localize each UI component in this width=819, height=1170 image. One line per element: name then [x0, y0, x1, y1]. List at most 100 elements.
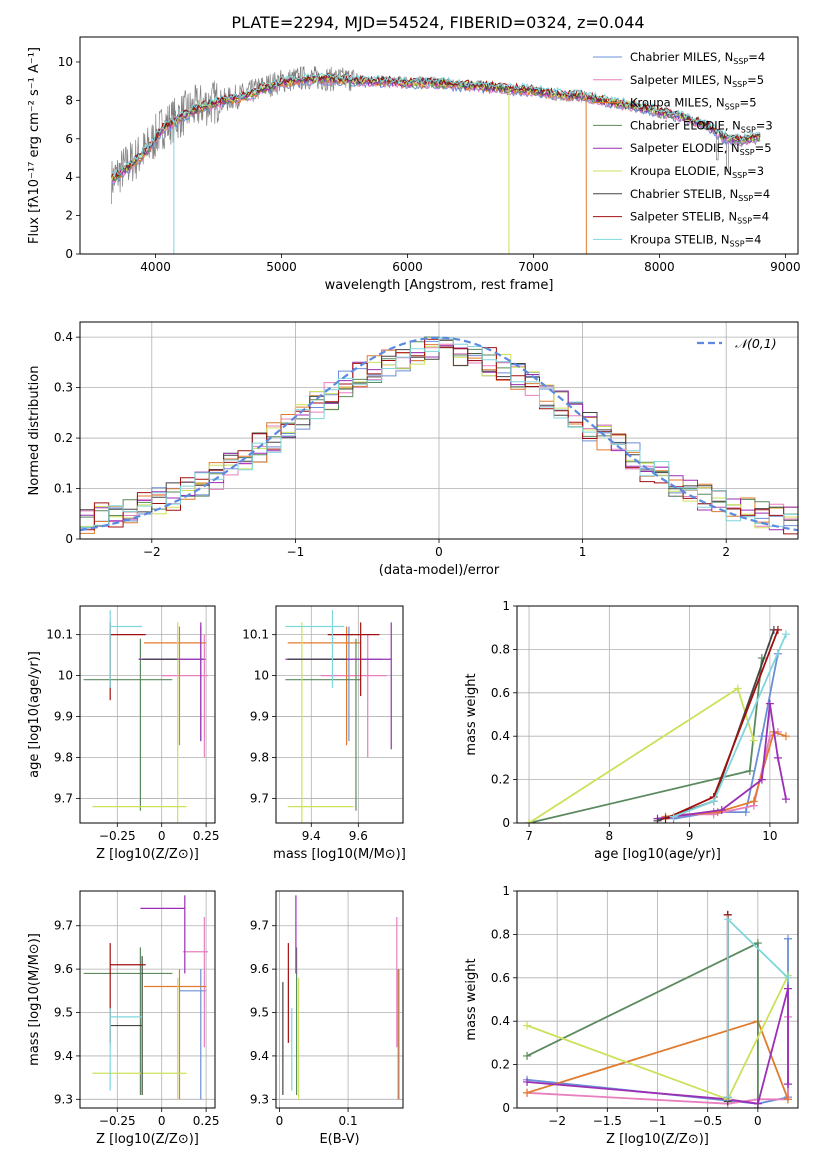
panel-mass-vs-Z: −0.25 0 0.25 9.3 9.4 9.5 9.6 9.7 Z [log10(Z/Z⊙)]…: [27, 891, 219, 1147]
spectrum-lines: [111, 66, 761, 254]
y-tick-label: 1: [502, 884, 510, 898]
x-axis-label: Z [log10(Z/Z⊙)]: [96, 847, 199, 862]
y-tick-label: 2: [65, 209, 73, 223]
weight-marker: [783, 973, 792, 982]
y-tick-label: 6: [65, 132, 73, 146]
legend-series-name: Kroupa ELODIE: [630, 164, 716, 178]
y-tick-label: 0.2: [491, 1058, 510, 1072]
weight-marker: [773, 625, 782, 634]
weight-marker: [733, 684, 742, 693]
x-tick-label: −1.5: [593, 1114, 622, 1128]
weight-marker: [723, 1093, 732, 1102]
legend-series-name: Kroupa MILES: [630, 96, 709, 110]
legend-series-name: Chabrier STELIB: [630, 187, 722, 201]
weight-marker: [745, 766, 754, 775]
x-tick-label: 9000: [770, 260, 801, 274]
legend-nssp: 5: [757, 73, 764, 87]
y-tick-label: 0.2: [54, 431, 73, 445]
weight-marker: [661, 814, 670, 823]
y-tick-label: 9.7: [250, 791, 269, 805]
legend-eq: =: [745, 232, 755, 246]
x-tick-label: 0.25: [193, 1114, 220, 1128]
legend-label: Chabrier ELODIE, NSSP=3: [630, 118, 773, 134]
weight-marker: [753, 1099, 762, 1108]
x-tick-label: −0.25: [99, 829, 136, 843]
y-tick-label: 0.4: [491, 1014, 510, 1028]
y-tick-label: 0.8: [491, 642, 510, 656]
y-tick-label: 0.4: [491, 729, 510, 743]
y-tick-label: 9.5: [54, 1006, 73, 1020]
y-tick-label: 10: [58, 55, 73, 69]
histograms: [80, 336, 798, 535]
legend-suffix: , N: [721, 210, 737, 224]
y-tick-label: 9.4: [250, 1049, 269, 1063]
axes-frame: [275, 605, 404, 824]
legend-nssp: 4: [763, 187, 770, 201]
axes-frame: [79, 321, 799, 540]
y-tick-label: 0.1: [54, 482, 73, 496]
x-tick-label: −0.5: [693, 1114, 722, 1128]
y-tick-label: 4: [65, 170, 73, 184]
legend-subscript: SSP: [732, 171, 747, 180]
errorbars: [282, 895, 400, 1100]
weight-line-4: [528, 658, 763, 823]
legend-suffix: , N: [725, 118, 741, 132]
x-axis-label: age [log10(age/yr)]: [594, 847, 721, 862]
axes-frame: [79, 890, 216, 1109]
legend-series-name: Salpeter MILES: [630, 73, 716, 87]
x-tick-label: 5000: [266, 260, 297, 274]
axes-frame: [79, 605, 216, 824]
y-tick-label: 9.3: [250, 1092, 269, 1106]
weight-marker: [523, 1021, 532, 1030]
weight-marker: [783, 984, 792, 993]
legend-label: Chabrier MILES, NSSP=4: [630, 50, 765, 66]
errorbars: [83, 610, 208, 823]
y-axis-label: Flux [fλ10⁻¹⁷ erg cm⁻² s⁻¹ A⁻¹]: [27, 47, 42, 244]
legend-subscript: SSP: [730, 239, 745, 248]
legend-series-name: Kroupa STELIB: [630, 232, 714, 246]
weight-marker: [749, 797, 758, 806]
y-tick-label: 9.9: [250, 710, 269, 724]
y-tick-label: 9.9: [54, 710, 73, 724]
legend-subscript: SSP: [737, 217, 752, 226]
x-tick-label: 8000: [644, 260, 675, 274]
errorbars: [83, 895, 208, 1100]
legend-label: Kroupa ELODIE, NSSP=3: [630, 164, 764, 180]
weight-line-5: [657, 703, 787, 820]
y-tick-label: 9.8: [54, 750, 73, 764]
x-tick-label: 2: [722, 545, 730, 559]
y-axis-label: mass weight: [464, 673, 479, 755]
legend-nssp: 3: [765, 118, 772, 132]
weight-marker: [765, 699, 774, 708]
panel-spectrum: 4000 5000 6000 7000 8000 9000 0 2 4 6 8 10 wavelengt…: [27, 47, 801, 293]
legend-eq: =: [755, 141, 765, 155]
x-tick-label: 8: [606, 829, 614, 843]
figure-title: PLATE=2294, MJD=54524, FIBERID=0324, z=0…: [231, 13, 644, 32]
x-axis-label: Z [log10(Z/Z⊙)]: [606, 1132, 709, 1147]
weight-lines: [525, 625, 790, 823]
legend-label: Salpeter MILES, NSSP=5: [630, 73, 764, 89]
x-tick-label: 6000: [392, 260, 423, 274]
y-tick-label: 0.2: [491, 773, 510, 787]
legend-eq: =: [747, 73, 757, 87]
weight-marker: [723, 915, 732, 924]
y-tick-label: 1: [502, 599, 510, 613]
legend-eq: =: [748, 50, 758, 64]
weight-marker: [781, 795, 790, 804]
model-spectrum-8: [111, 72, 761, 179]
y-tick-label: 0: [502, 816, 510, 830]
y-axis-label: mass weight: [464, 958, 479, 1040]
x-axis-label: Z [log10(Z/Z⊙)]: [96, 1132, 199, 1147]
legend-nssp: 4: [754, 232, 761, 246]
y-tick-label: 9.3: [54, 1092, 73, 1106]
y-axis-label: mass [log10(M/M⊙)]: [27, 933, 42, 1066]
x-axis-label: mass [log10(M/M⊙)]: [273, 847, 406, 862]
panel-massweight-vs-age: 7 8 9 10 0 0.2 0.4 0.6 0.8 1 age [log10(age/yr)] ma…: [464, 599, 798, 862]
y-tick-label: 0.6: [491, 971, 510, 985]
x-tick-label: 1: [579, 545, 587, 559]
y-tick-label: 0.3: [54, 381, 73, 395]
legend-nssp: 4: [762, 210, 769, 224]
weight-marker: [713, 808, 722, 817]
legend-nssp: 5: [764, 141, 771, 155]
